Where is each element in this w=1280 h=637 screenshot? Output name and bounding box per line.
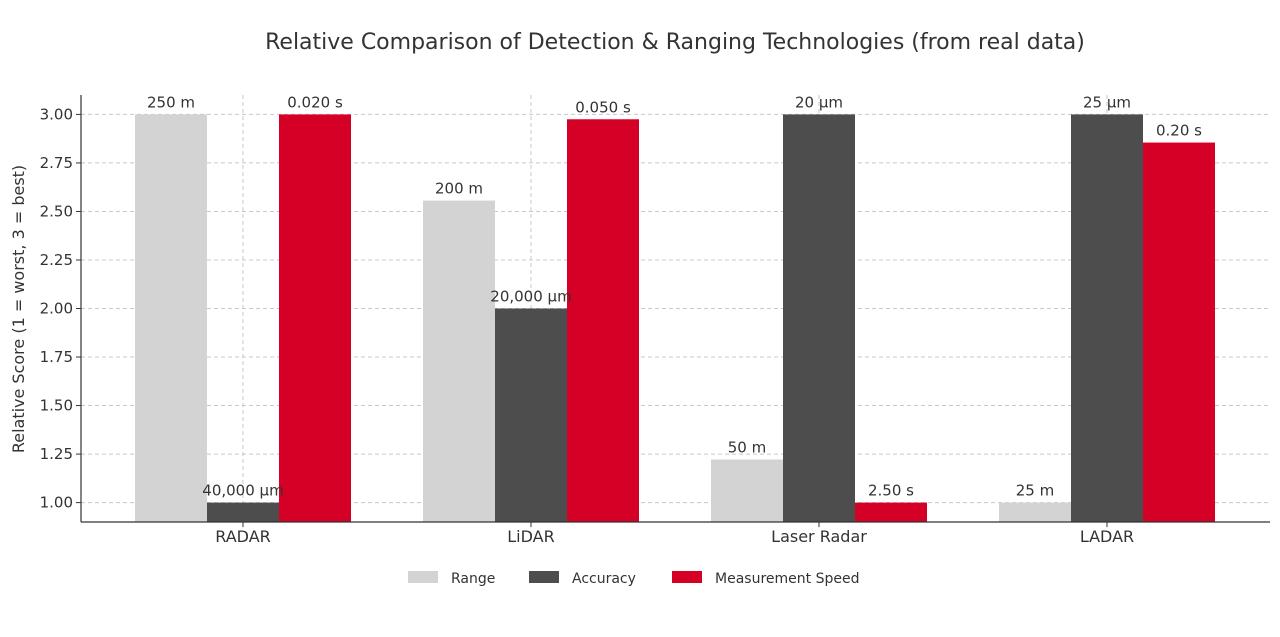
axes: 1.00 1.25 1.50 1.75 2.00 2.25 2.50 2.75 3.00 RADA… (40, 95, 1270, 546)
bar-accuracy (783, 114, 855, 522)
bar-range (423, 200, 495, 522)
bar-accuracy (495, 308, 567, 522)
y-tick-label: 1.50 (40, 397, 73, 415)
bar-measurement-speed (279, 114, 351, 522)
y-tick-label: 1.75 (40, 348, 73, 366)
bar-value-label: 200 m (435, 180, 483, 198)
bar-value-label: 2.50 s (868, 482, 914, 500)
bar-range (999, 502, 1071, 522)
bar-accuracy (207, 502, 279, 522)
legend-swatch (408, 571, 438, 583)
bar-value-label: 40,000 µm (202, 482, 283, 500)
y-tick-label: 2.25 (40, 251, 73, 269)
y-tick-label: 2.75 (40, 154, 73, 172)
y-tick-label: 2.50 (40, 202, 73, 220)
bar-value-label: 50 m (728, 439, 766, 457)
bar-value-label: 20 µm (795, 93, 843, 111)
chart-title: Relative Comparison of Detection & Rangi… (265, 30, 1085, 55)
y-axis-label: Relative Score (1 = worst, 3 = best) (9, 165, 28, 453)
x-tick-label: Laser Radar (771, 527, 867, 546)
legend-swatch (529, 571, 559, 583)
legend-label: Range (451, 571, 495, 587)
legend: Range Accuracy Measurement Speed (408, 571, 859, 587)
bars (135, 114, 1215, 523)
legend-label: Accuracy (572, 571, 636, 587)
y-tick-label: 3.00 (40, 105, 73, 123)
bar-range (135, 114, 207, 522)
bar-measurement-speed (855, 502, 927, 522)
bar-value-label: 20,000 µm (490, 288, 571, 306)
bar-value-label: 250 m (147, 93, 195, 111)
bar-value-label: 25 µm (1083, 93, 1131, 111)
bar-range (711, 459, 783, 522)
y-tick-label: 1.00 (40, 494, 73, 512)
bar-value-label: 0.20 s (1156, 122, 1202, 140)
bar-value-label: 25 m (1016, 482, 1054, 500)
bar-value-label: 0.020 s (287, 93, 343, 111)
bar-measurement-speed (567, 119, 639, 523)
y-tick-label: 1.25 (40, 445, 73, 463)
x-tick-label: LiDAR (507, 527, 554, 546)
x-tick-label: LADAR (1080, 527, 1134, 546)
bar-labels: 250 m 200 m 50 m 25 m 40,000 µm 20,000 µm 20 µ… (147, 93, 1202, 499)
legend-label: Measurement Speed (715, 571, 859, 587)
bar-accuracy (1071, 114, 1143, 522)
y-tick-label: 2.00 (40, 300, 73, 318)
x-tick-label: RADAR (215, 527, 271, 546)
bar-value-label: 0.050 s (575, 98, 631, 116)
bar-measurement-speed (1143, 142, 1215, 522)
legend-swatch (672, 571, 702, 583)
